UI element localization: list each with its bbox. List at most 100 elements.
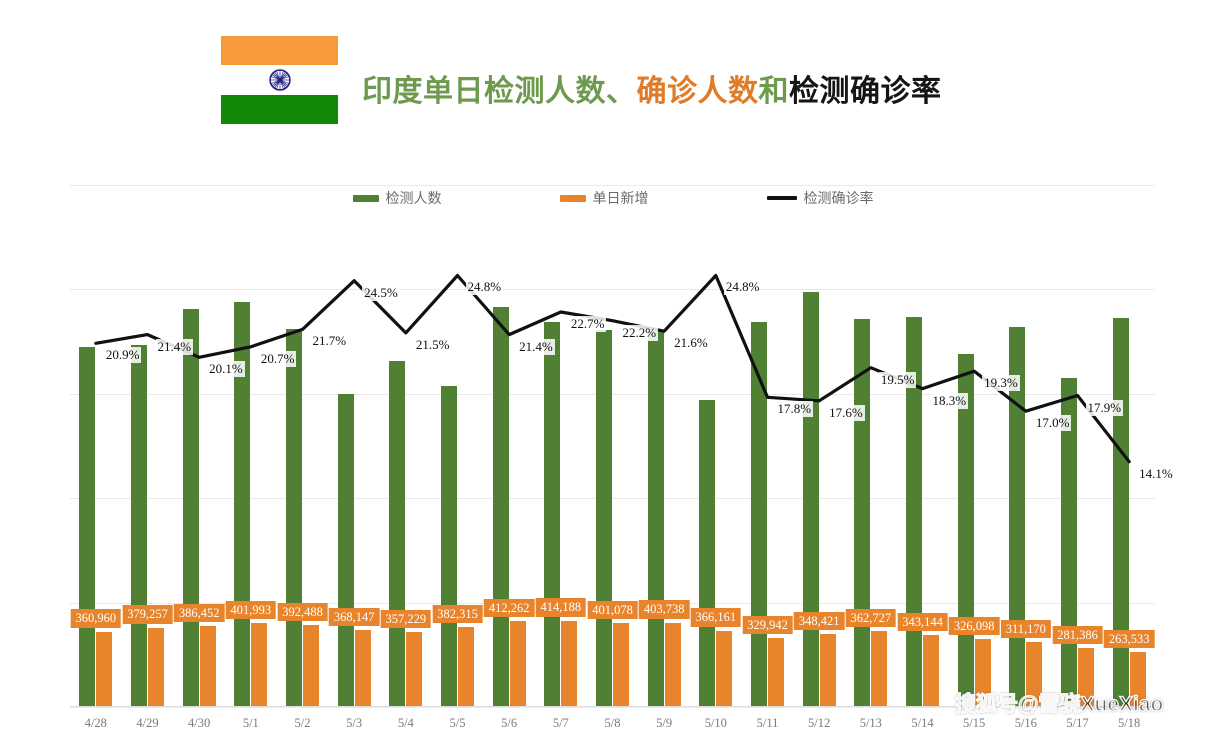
title-segment-3: 检测确诊率 — [789, 75, 942, 108]
bar-tested[interactable] — [699, 400, 716, 707]
bar-confirmed[interactable] — [613, 623, 629, 707]
rate-label-5: 24.5% — [362, 284, 400, 301]
bar-value-label: 281,386 — [1052, 625, 1103, 645]
bar-confirmed[interactable] — [199, 626, 216, 707]
rate-label-0: 20.9% — [103, 347, 142, 364]
x-axis-baseline — [70, 706, 1155, 707]
bar-tested[interactable] — [802, 291, 819, 707]
bar-confirmed[interactable] — [716, 630, 733, 707]
x-tick-0: 4/28 — [84, 716, 107, 730]
x-tick-2: 4/30 — [188, 716, 211, 730]
x-tick-6: 5/4 — [397, 716, 414, 730]
flag-band-green — [221, 94, 338, 124]
rate-label-13: 17.8% — [775, 401, 814, 418]
rate-label-14: 17.6% — [827, 404, 865, 421]
bar-confirmed[interactable] — [354, 630, 371, 707]
x-tick-14: 5/12 — [808, 716, 831, 730]
bar-confirmed[interactable] — [251, 623, 268, 707]
bar-confirmed[interactable] — [923, 635, 939, 707]
bar-tested[interactable] — [441, 385, 457, 707]
chart-legend: 检测人数 单日新增 检测确诊率 — [0, 188, 1226, 208]
legend-item-2[interactable]: 检测确诊率 — [766, 188, 874, 208]
rate-label-2: 20.1% — [207, 361, 245, 378]
legend-swatch-icon — [559, 194, 586, 202]
bar-confirmed[interactable] — [819, 634, 836, 707]
bar-confirmed[interactable] — [974, 638, 991, 707]
x-tick-8: 5/6 — [501, 716, 518, 730]
bar-tested[interactable] — [1061, 378, 1077, 707]
bar-value-label: 401,993 — [225, 600, 277, 620]
rate-label-4: 21.7% — [310, 333, 349, 350]
bar-confirmed[interactable] — [561, 620, 578, 707]
title-segment-2: 和 — [758, 75, 789, 108]
gridline — [70, 289, 1155, 291]
bar-value-label: 368,147 — [328, 607, 380, 627]
x-tick-10: 5/8 — [604, 716, 621, 730]
bar-confirmed[interactable] — [458, 627, 474, 707]
bar-confirmed[interactable] — [96, 631, 113, 707]
bar-value-label: 263,533 — [1103, 629, 1155, 648]
legend-label: 检测人数 — [385, 192, 442, 207]
x-tick-1: 4/29 — [136, 716, 159, 730]
rate-label-3: 20.7% — [258, 350, 297, 367]
rate-label-6: 21.5% — [413, 336, 452, 353]
bar-tested[interactable] — [906, 316, 922, 707]
bar-value-label: 311,170 — [1000, 619, 1051, 639]
x-tick-16: 5/14 — [911, 716, 934, 730]
rate-polyline — [94, 273, 1131, 464]
rate-label-11: 21.6% — [672, 335, 710, 352]
gridline — [70, 707, 1155, 708]
x-tick-15: 5/13 — [859, 716, 882, 730]
legend-item-1[interactable]: 单日新增 — [559, 188, 649, 208]
x-tick-13: 5/11 — [756, 716, 779, 730]
bar-confirmed[interactable] — [509, 620, 526, 707]
bar-value-label: 414,188 — [535, 598, 587, 617]
chart-body: 检测人数 单日新增 检测确诊率 2,500,0002,000,0001,500,00… — [0, 150, 1226, 742]
bar-confirmed[interactable] — [871, 631, 888, 707]
bar-value-label: 360,960 — [70, 609, 122, 628]
rate-line-series — [94, 273, 1131, 464]
bar-tested[interactable] — [1009, 326, 1026, 707]
rate-label-10: 22.2% — [620, 324, 659, 341]
legend-swatch-icon — [766, 196, 797, 200]
bar-confirmed[interactable] — [664, 622, 681, 707]
bar-confirmed[interactable] — [406, 632, 423, 707]
bar-confirmed[interactable] — [768, 638, 784, 707]
bar-confirmed[interactable] — [303, 625, 319, 707]
bar-value-label: 401,078 — [587, 600, 638, 620]
rate-label-7: 24.8% — [465, 279, 504, 296]
bar-confirmed[interactable] — [148, 627, 164, 707]
flag-band-white — [221, 65, 338, 95]
bar-value-label: 362,727 — [845, 608, 897, 628]
x-tick-12: 5/10 — [704, 716, 727, 730]
x-tick-3: 5/1 — [242, 716, 259, 730]
bar-confirmed[interactable] — [1078, 648, 1094, 707]
bar-value-label: 343,144 — [897, 612, 948, 632]
legend-label: 单日新增 — [592, 192, 649, 207]
legend-item-0[interactable]: 检测人数 — [352, 188, 442, 208]
bar-confirmed[interactable] — [1129, 651, 1146, 707]
india-flag-icon — [221, 36, 338, 124]
bar-value-label: 357,229 — [380, 610, 432, 629]
bar-value-label: 326,098 — [948, 616, 1000, 635]
rate-label-9: 22.7% — [568, 316, 607, 333]
legend-label: 检测确诊率 — [803, 192, 874, 207]
bar-value-label: 366,161 — [690, 608, 742, 627]
x-tick-20: 5/18 — [1118, 716, 1141, 730]
title-segment-0: 印度单日检测人数、 — [362, 75, 637, 108]
x-tick-7: 5/5 — [449, 716, 466, 730]
title-segment-1: 确诊人数 — [636, 75, 759, 108]
gridline — [70, 393, 1155, 395]
bar-confirmed[interactable] — [1026, 642, 1043, 707]
rate-label-16: 18.3% — [930, 392, 969, 409]
rate-label-20: 14.1% — [1137, 465, 1175, 482]
rate-label-18: 17.0% — [1033, 415, 1072, 432]
rate-label-17: 19.3% — [982, 375, 1020, 392]
bar-tested[interactable] — [751, 321, 767, 707]
bar-tested[interactable] — [337, 393, 354, 707]
rate-label-19: 17.9% — [1085, 399, 1124, 416]
gridline — [70, 185, 1155, 186]
x-tick-5: 5/3 — [346, 716, 363, 730]
legend-swatch-icon — [352, 194, 379, 202]
